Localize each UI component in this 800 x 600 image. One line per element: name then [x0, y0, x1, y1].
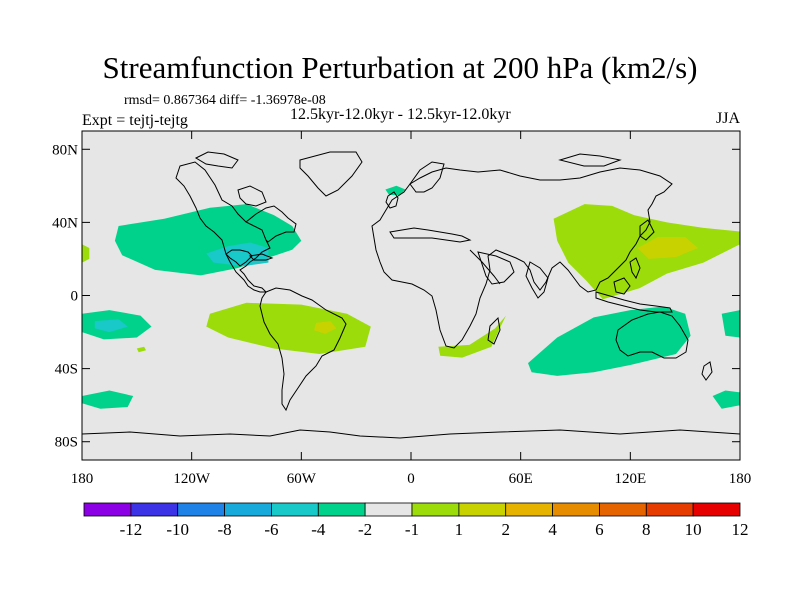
chart-title: Streamfunction Perturbation at 200 hPa (…: [102, 50, 698, 85]
coastline-japan: [639, 219, 655, 241]
colorbar-box: [177, 502, 225, 517]
colorbar-box: [552, 502, 600, 517]
experiment-label: Expt = tejtj-tejtg: [82, 112, 188, 129]
lon-tick-label: 60E: [509, 471, 533, 487]
coastline-siberia: [558, 153, 622, 167]
colorbar-label: 12: [732, 520, 749, 539]
colorbar-box: [599, 502, 647, 517]
region-east-edge-negative: [721, 310, 740, 338]
colorbar-label: 10: [685, 520, 702, 539]
colorbar-label: -8: [218, 520, 232, 539]
coastline-arctic-islands: [194, 151, 239, 169]
anomaly-regions: [82, 185, 740, 409]
longitude-axis: 180 120W 60W 0 60E 120E 180: [71, 131, 752, 487]
coastline-australia: [615, 311, 689, 359]
colorbar-label: -2: [358, 520, 372, 539]
coastline-philippines: [629, 257, 641, 280]
region-central-pacific-negative: [94, 319, 128, 333]
lat-tick-label: 40S: [55, 362, 78, 378]
region-pacific-dot-positive: [136, 346, 146, 353]
lat-tick-label: 80N: [52, 142, 78, 158]
colorbar-box: [505, 502, 554, 517]
coastline-madagascar: [487, 316, 501, 345]
coastline-eurasia-africa: [371, 167, 673, 349]
region-west-pacific-positive: [637, 237, 698, 259]
lon-tick-label: 180: [71, 471, 94, 487]
colorbar-label: 2: [501, 520, 510, 539]
coastline-south-america: [259, 287, 347, 412]
coastline-north-america-east: [245, 205, 297, 243]
period-label: 12.5kyr-12.0kyr - 12.5kyr-12.0kyr: [290, 106, 511, 123]
colorbar-box: [130, 502, 179, 517]
region-south-atlantic-positive: [206, 302, 371, 354]
season-label: JJA: [716, 110, 741, 127]
colorbar-box: [224, 502, 272, 517]
colorbar-box: [411, 502, 460, 517]
coastline-greenland: [299, 151, 363, 197]
lon-tick-label: 60W: [287, 471, 317, 487]
coastline-indonesia: [595, 291, 673, 313]
colorbar-label: -10: [166, 520, 189, 539]
region-far-east-pacific-negative: [712, 390, 740, 409]
colorbar-label: -6: [264, 520, 278, 539]
colorbar-box: [458, 502, 507, 517]
map-background: [82, 131, 740, 460]
colorbar-label: -1: [405, 520, 419, 539]
coastline-india: [525, 261, 549, 299]
coastlines: [81, 151, 741, 439]
colorbar-label: 4: [548, 520, 557, 539]
colorbar-box: [83, 502, 132, 517]
coastline-borneo: [613, 277, 631, 295]
colorbar-label: 6: [595, 520, 604, 539]
region-north-atlantic-small-negative: [385, 185, 406, 195]
colorbar-label: 1: [455, 520, 464, 539]
colorbar-box: [317, 502, 366, 517]
lon-tick-label: 180: [729, 471, 752, 487]
colorbar-box: [270, 502, 319, 517]
region-indian-ocean-negative: [528, 306, 691, 376]
colorbar-box: [645, 502, 694, 517]
coastline-scandinavia: [409, 161, 445, 193]
region-atlantic-small-positive: [314, 321, 337, 334]
colorbar-label: 8: [642, 520, 651, 539]
colorbar: -12 -10 -8 -6 -4 -2 -1 1 2 4 6 8 10 12: [83, 502, 749, 539]
colorbar-box: [692, 502, 741, 517]
coastline-antarctica: [81, 429, 741, 439]
colorbar-label: -4: [311, 520, 326, 539]
lat-tick-label: 80S: [55, 435, 78, 451]
coastline-cuba: [248, 253, 274, 261]
coastline-arabia: [477, 251, 515, 285]
colorbar-label: -12: [120, 520, 143, 539]
lon-tick-label: 120W: [173, 471, 211, 487]
lon-tick-label: 0: [407, 471, 415, 487]
latitude-axis: 80N 40N 0 40S 80S: [52, 142, 740, 451]
coastline-mediterranean: [389, 227, 472, 243]
coastline-hudson: [237, 185, 267, 207]
stats-line: rmsd= 0.867364 diff= -1.36978e-08: [124, 93, 326, 108]
lon-tick-label: 120E: [614, 471, 646, 487]
coastline-gulf: [225, 249, 253, 267]
coastline-north-america: [175, 161, 271, 293]
lat-tick-label: 0: [71, 289, 79, 305]
coastline-new-zealand: [701, 361, 713, 381]
colorbar-box: [364, 502, 413, 517]
region-south-pacific-negative: [82, 390, 134, 409]
coastline-britain: [385, 191, 399, 209]
lat-tick-label: 40N: [52, 215, 78, 231]
coastline-red-sea: [469, 249, 501, 285]
region-west-edge-positive: [82, 244, 90, 263]
